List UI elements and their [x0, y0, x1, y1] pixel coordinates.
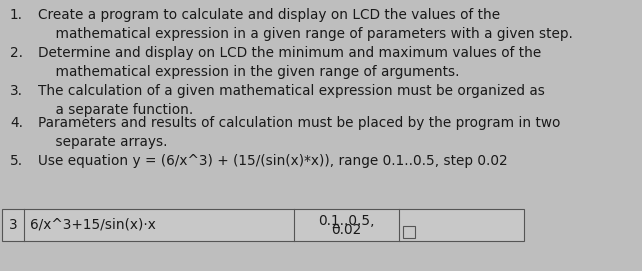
Text: The calculation of a given mathematical expression must be organized as
    a se: The calculation of a given mathematical …	[38, 84, 545, 117]
Text: 3.: 3.	[10, 84, 23, 98]
Bar	[2, 209, 524, 241]
Text: Create a program to calculate and display on LCD the values of the
    mathemati: Create a program to calculate and displa…	[38, 8, 573, 41]
Bar	[403, 226, 415, 238]
Text: 4.: 4.	[10, 116, 23, 130]
Text: Parameters and results of calculation must be placed by the program in two
    s: Parameters and results of calculation mu…	[38, 116, 560, 149]
Text: 0.02: 0.02	[331, 224, 361, 237]
Text: 6/x^3+15/sin(x)·x: 6/x^3+15/sin(x)·x	[30, 218, 156, 232]
Text: 5.: 5.	[10, 154, 23, 168]
Text: Determine and display on LCD the minimum and maximum values of the
    mathemati: Determine and display on LCD the minimum…	[38, 46, 541, 79]
Text: 2.: 2.	[10, 46, 23, 60]
Text: Use equation y = (6/x^3) + (15/(sin(x)*x)), range 0.1..0.5, step 0.02: Use equation y = (6/x^3) + (15/(sin(x)*x…	[38, 154, 508, 168]
Text: 1.: 1.	[10, 8, 23, 22]
Text: 3: 3	[9, 218, 17, 232]
Text: 0.1̲..0.5,: 0.1̲..0.5,	[318, 215, 375, 228]
